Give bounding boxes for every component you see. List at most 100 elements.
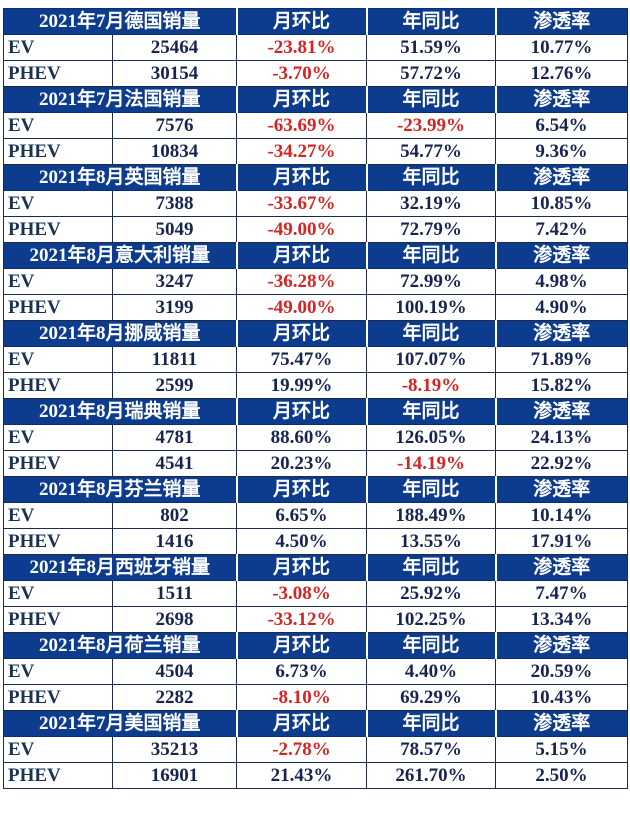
cell-units: 3199 bbox=[111, 294, 238, 321]
cell-units: 4504 bbox=[111, 658, 238, 685]
table-row: PHEV 1416 4.50% 13.55% 17.91% bbox=[3, 528, 629, 555]
cell-penetration: 4.90% bbox=[495, 294, 629, 321]
section-header: 2021年8月意大利销量 月环比 年同比 渗透率 bbox=[2, 242, 629, 269]
cell-mom: 4.50% bbox=[236, 528, 368, 555]
section-title: 2021年8月芬兰销量 bbox=[2, 476, 238, 503]
table-row: EV 25464 -23.81% 51.59% 10.77% bbox=[3, 34, 629, 61]
cell-units: 35213 bbox=[111, 736, 238, 763]
column-header-mom: 月环比 bbox=[235, 320, 368, 347]
cell-type: PHEV bbox=[3, 606, 113, 633]
column-header-mom: 月环比 bbox=[235, 476, 368, 503]
cell-units: 16901 bbox=[111, 762, 238, 789]
cell-penetration: 7.47% bbox=[495, 580, 629, 607]
cell-yoy: 72.79% bbox=[366, 216, 497, 243]
column-header-mom: 月环比 bbox=[235, 242, 368, 269]
cell-penetration: 4.98% bbox=[495, 268, 629, 295]
column-header-yoy: 年同比 bbox=[365, 554, 497, 581]
column-header-yoy: 年同比 bbox=[365, 710, 497, 737]
cell-penetration: 7.42% bbox=[495, 216, 629, 243]
section-title: 2021年8月意大利销量 bbox=[2, 242, 238, 269]
table-row: EV 1511 -3.08% 25.92% 7.47% bbox=[3, 580, 629, 607]
column-header-yoy: 年同比 bbox=[365, 242, 497, 269]
column-header-mom: 月环比 bbox=[235, 554, 368, 581]
cell-penetration: 12.76% bbox=[495, 60, 629, 87]
table-row: PHEV 10834 -34.27% 54.77% 9.36% bbox=[3, 138, 629, 165]
cell-penetration: 10.77% bbox=[495, 34, 629, 61]
column-header-mom: 月环比 bbox=[235, 8, 368, 35]
section-title: 2021年8月挪威销量 bbox=[2, 320, 238, 347]
cell-mom: 6.73% bbox=[236, 658, 368, 685]
cell-units: 30154 bbox=[111, 60, 238, 87]
cell-mom: -36.28% bbox=[236, 268, 368, 295]
cell-units: 11811 bbox=[111, 346, 238, 373]
section-header: 2021年7月法国销量 月环比 年同比 渗透率 bbox=[2, 86, 629, 113]
cell-penetration: 71.89% bbox=[495, 346, 629, 373]
cell-mom: -33.12% bbox=[236, 606, 368, 633]
cell-mom: 19.99% bbox=[236, 372, 368, 399]
cell-yoy: -23.99% bbox=[366, 112, 497, 139]
section-title: 2021年8月荷兰销量 bbox=[2, 632, 238, 659]
cell-mom: 75.47% bbox=[236, 346, 368, 373]
cell-type: EV bbox=[3, 268, 113, 295]
table-row: EV 11811 75.47% 107.07% 71.89% bbox=[3, 346, 629, 373]
cell-mom: -34.27% bbox=[236, 138, 368, 165]
cell-yoy: 13.55% bbox=[366, 528, 497, 555]
column-header-penetration: 渗透率 bbox=[494, 476, 629, 503]
section-header: 2021年8月芬兰销量 月环比 年同比 渗透率 bbox=[2, 476, 629, 503]
column-header-yoy: 年同比 bbox=[365, 320, 497, 347]
cell-penetration: 10.43% bbox=[495, 684, 629, 711]
cell-yoy: 57.72% bbox=[366, 60, 497, 87]
cell-type: EV bbox=[3, 424, 113, 451]
table-row: EV 7576 -63.69% -23.99% 6.54% bbox=[3, 112, 629, 139]
cell-mom: -23.81% bbox=[236, 34, 368, 61]
cell-yoy: 102.25% bbox=[366, 606, 497, 633]
cell-yoy: 32.19% bbox=[366, 190, 497, 217]
cell-yoy: 188.49% bbox=[366, 502, 497, 529]
cell-type: PHEV bbox=[3, 450, 113, 477]
cell-penetration: 2.50% bbox=[495, 762, 629, 789]
cell-type: EV bbox=[3, 34, 113, 61]
cell-type: PHEV bbox=[3, 528, 113, 555]
cell-mom: -2.78% bbox=[236, 736, 368, 763]
cell-penetration: 5.15% bbox=[495, 736, 629, 763]
cell-units: 25464 bbox=[111, 34, 238, 61]
table-row: PHEV 3199 -49.00% 100.19% 4.90% bbox=[3, 294, 629, 321]
cell-penetration: 10.14% bbox=[495, 502, 629, 529]
table-row: PHEV 2698 -33.12% 102.25% 13.34% bbox=[3, 606, 629, 633]
cell-penetration: 6.54% bbox=[495, 112, 629, 139]
cell-type: PHEV bbox=[3, 60, 113, 87]
cell-penetration: 13.34% bbox=[495, 606, 629, 633]
cell-units: 7388 bbox=[111, 190, 238, 217]
section-header: 2021年7月美国销量 月环比 年同比 渗透率 bbox=[2, 710, 629, 737]
cell-yoy: 69.29% bbox=[366, 684, 497, 711]
column-header-penetration: 渗透率 bbox=[494, 398, 629, 425]
cell-type: PHEV bbox=[3, 294, 113, 321]
table-row: EV 35213 -2.78% 78.57% 5.15% bbox=[3, 736, 629, 763]
cell-type: EV bbox=[3, 736, 113, 763]
cell-mom: 20.23% bbox=[236, 450, 368, 477]
cell-penetration: 15.82% bbox=[495, 372, 629, 399]
cell-units: 2698 bbox=[111, 606, 238, 633]
column-header-yoy: 年同比 bbox=[365, 164, 497, 191]
table-row: PHEV 2282 -8.10% 69.29% 10.43% bbox=[3, 684, 629, 711]
cell-penetration: 22.92% bbox=[495, 450, 629, 477]
column-header-yoy: 年同比 bbox=[365, 398, 497, 425]
column-header-penetration: 渗透率 bbox=[494, 8, 629, 35]
section-title: 2021年7月法国销量 bbox=[2, 86, 238, 113]
column-header-penetration: 渗透率 bbox=[494, 710, 629, 737]
cell-yoy: 107.07% bbox=[366, 346, 497, 373]
cell-units: 7576 bbox=[111, 112, 238, 139]
cell-units: 802 bbox=[111, 502, 238, 529]
table-row: PHEV 30154 -3.70% 57.72% 12.76% bbox=[3, 60, 629, 87]
section-header: 2021年8月西班牙销量 月环比 年同比 渗透率 bbox=[2, 554, 629, 581]
column-header-mom: 月环比 bbox=[235, 632, 368, 659]
column-header-penetration: 渗透率 bbox=[494, 242, 629, 269]
cell-units: 2282 bbox=[111, 684, 238, 711]
table-row: PHEV 4541 20.23% -14.19% 22.92% bbox=[3, 450, 629, 477]
section-header: 2021年8月瑞典销量 月环比 年同比 渗透率 bbox=[2, 398, 629, 425]
cell-units: 1511 bbox=[111, 580, 238, 607]
cell-units: 1416 bbox=[111, 528, 238, 555]
cell-yoy: 51.59% bbox=[366, 34, 497, 61]
cell-yoy: 54.77% bbox=[366, 138, 497, 165]
cell-yoy: -8.19% bbox=[366, 372, 497, 399]
